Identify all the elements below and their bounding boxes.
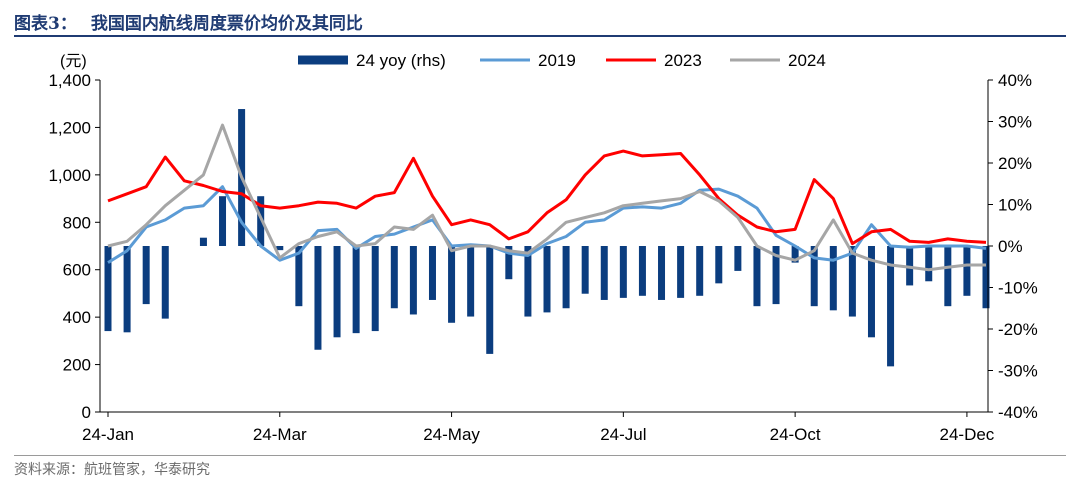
yoy-bar xyxy=(123,246,131,333)
yoy-bar xyxy=(619,246,627,298)
right-axis-tick-label: -20% xyxy=(998,320,1038,339)
yoy-bar xyxy=(638,246,646,296)
legend-label: 2023 xyxy=(664,51,702,70)
left-axis-tick-label: 200 xyxy=(63,356,91,375)
yoy-bar xyxy=(219,196,227,246)
left-axis-tick-label: 600 xyxy=(63,261,91,280)
figure-title: 我国国内航线周度票价均价及其同比 xyxy=(90,14,363,34)
yoy-bar xyxy=(887,246,895,367)
x-axis-tick-label: 24-Jan xyxy=(82,425,134,444)
legend-swatch xyxy=(606,58,656,62)
x-axis-tick-label: 24-May xyxy=(423,425,480,444)
yoy-bar xyxy=(390,246,398,309)
yoy-bar xyxy=(944,246,952,307)
chart-title: 图表3： 我国国内航线周度票价均价及其同比 xyxy=(14,9,377,34)
right-axis-tick-label: -40% xyxy=(998,403,1038,422)
line-series-2024 xyxy=(107,123,986,272)
source-note: 资料来源：航班管家，华泰研究 xyxy=(14,455,1066,479)
x-axis-tick-label: 24-Mar xyxy=(253,425,307,444)
right-axis-tick-label: 0% xyxy=(998,237,1023,256)
yoy-bar xyxy=(963,246,971,296)
yoy-bar xyxy=(352,246,360,334)
left-axis-tick-label: 0 xyxy=(82,403,91,422)
left-axis-tick-label: 1,400 xyxy=(48,71,91,90)
yoy-bar xyxy=(696,246,704,296)
yoy-bar xyxy=(791,246,799,263)
legend-swatch xyxy=(480,58,530,62)
figure-label: 图表3： xyxy=(14,14,77,34)
legend-swatch xyxy=(730,58,780,62)
yoy-bar xyxy=(486,246,494,354)
left-axis-unit: (元) xyxy=(60,53,87,70)
yoy-bar xyxy=(543,246,551,313)
yoy-bar xyxy=(104,246,112,332)
legend-swatch xyxy=(298,55,348,65)
right-axis-tick-label: -10% xyxy=(998,279,1038,298)
yoy-bar xyxy=(581,246,589,294)
yoy-bar xyxy=(161,246,169,319)
line-series-2019 xyxy=(107,185,987,264)
right-axis-tick-label: -30% xyxy=(998,362,1038,381)
yoy-bar xyxy=(658,246,666,300)
yoy-bar xyxy=(906,246,914,286)
yoy-bar xyxy=(829,246,837,311)
yoy-bar xyxy=(848,246,856,317)
yoy-bar xyxy=(142,246,150,305)
yoy-bar xyxy=(428,246,436,300)
left-axis-tick-label: 1,000 xyxy=(48,166,91,185)
yoy-bar xyxy=(810,246,818,307)
yoy-bar xyxy=(257,196,265,246)
x-axis-tick-label: 24-Dec xyxy=(940,425,995,444)
yoy-bar xyxy=(867,246,875,338)
yoy-bar xyxy=(467,246,475,317)
chart-svg: 0 200 400 600 800 1,000 1,200 1,400(元) -40% -30% -… xyxy=(48,51,1038,444)
yoy-bar xyxy=(333,246,341,338)
yoy-bar xyxy=(448,246,456,323)
yoy-bar xyxy=(314,246,322,350)
yoy-bar xyxy=(199,237,207,246)
left-axis-tick-label: 400 xyxy=(63,308,91,327)
right-axis-tick-label: 40% xyxy=(998,71,1032,90)
yoy-bar xyxy=(371,246,379,332)
x-axis-tick-label: 24-Oct xyxy=(770,425,821,444)
yoy-bar xyxy=(562,246,570,309)
yoy-bar xyxy=(734,246,742,271)
left-axis-tick-label: 1,200 xyxy=(48,118,91,137)
left-axis-tick-label: 800 xyxy=(63,213,91,232)
yoy-bar xyxy=(772,246,780,305)
right-axis-tick-label: 30% xyxy=(998,113,1032,132)
legend-label: 24 yoy (rhs) xyxy=(356,51,446,70)
legend-label: 2019 xyxy=(538,51,576,70)
yoy-bar xyxy=(982,246,990,309)
x-axis-tick-label: 24-Jul xyxy=(600,425,646,444)
yoy-bar xyxy=(524,246,532,317)
yoy-bar xyxy=(753,246,761,307)
yoy-bar xyxy=(925,246,933,282)
right-axis-tick-label: 10% xyxy=(998,196,1032,215)
yoy-bar xyxy=(715,246,723,284)
yoy-bar xyxy=(677,246,685,298)
yoy-bar xyxy=(409,246,417,315)
yoy-bar xyxy=(505,246,513,280)
yoy-bar xyxy=(600,246,608,300)
yoy-bar xyxy=(276,246,284,251)
right-axis-tick-label: 20% xyxy=(998,154,1032,173)
legend-label: 2024 xyxy=(788,51,826,70)
title-bar: 图表3： 我国国内航线周度票价均价及其同比 xyxy=(14,8,1066,37)
yoy-bar xyxy=(295,246,303,307)
